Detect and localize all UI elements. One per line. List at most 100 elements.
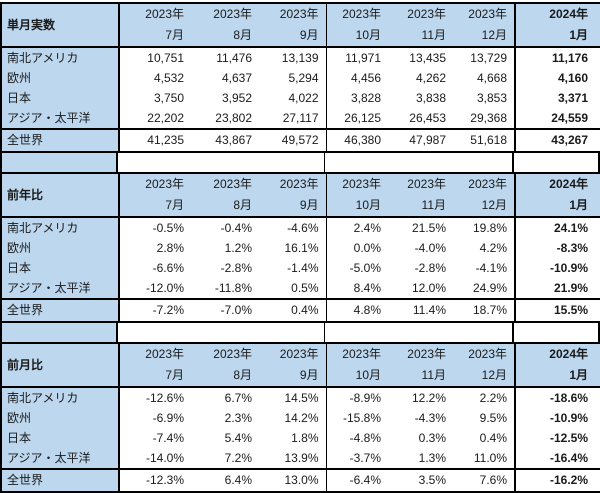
- col-header-year[interactable]: 2023年: [326, 173, 388, 195]
- value-cell[interactable]: 4,262: [388, 68, 453, 88]
- value-cell[interactable]: 14.2%: [259, 408, 327, 428]
- value-cell[interactable]: 9.5%: [453, 408, 516, 428]
- value-cell[interactable]: 2.3%: [191, 408, 259, 428]
- col-header-month[interactable]: 11月: [388, 25, 453, 48]
- col-header-month[interactable]: 1月: [515, 25, 600, 48]
- value-cell[interactable]: 4,160: [515, 68, 600, 88]
- value-cell[interactable]: -4.1%: [453, 258, 516, 278]
- value-cell[interactable]: 13,729: [453, 47, 516, 68]
- col-header-month[interactable]: 12月: [453, 365, 516, 388]
- value-cell[interactable]: -8.3%: [515, 238, 600, 258]
- total-value-cell[interactable]: 7.6%: [453, 468, 516, 492]
- value-cell[interactable]: 1.2%: [191, 238, 259, 258]
- col-header-month[interactable]: 9月: [259, 25, 327, 48]
- total-value-cell[interactable]: 46,380: [326, 128, 388, 152]
- col-header-month[interactable]: 10月: [326, 25, 388, 48]
- value-cell[interactable]: 19.8%: [453, 217, 516, 238]
- value-cell[interactable]: 4,637: [191, 68, 259, 88]
- value-cell[interactable]: -18.6%: [515, 387, 600, 408]
- col-header-month[interactable]: 12月: [453, 195, 516, 218]
- value-cell[interactable]: -0.4%: [191, 217, 259, 238]
- col-header-month[interactable]: 10月: [326, 365, 388, 388]
- value-cell[interactable]: 11,971: [326, 47, 388, 68]
- row-label[interactable]: 欧州: [1, 238, 120, 258]
- value-cell[interactable]: 8.4%: [326, 278, 388, 299]
- value-cell[interactable]: 29,368: [453, 108, 516, 129]
- total-row-label[interactable]: 全世界: [1, 128, 120, 152]
- col-header-month[interactable]: 8月: [191, 365, 259, 388]
- value-cell[interactable]: -5.0%: [326, 258, 388, 278]
- value-cell[interactable]: 0.4%: [453, 428, 516, 448]
- col-header-year[interactable]: 2023年: [326, 3, 388, 25]
- col-header-year[interactable]: 2024年: [515, 343, 600, 365]
- value-cell[interactable]: 5,294: [259, 68, 327, 88]
- value-cell[interactable]: 7.2%: [191, 448, 259, 469]
- value-cell[interactable]: 21.9%: [515, 278, 600, 299]
- row-label[interactable]: アジア・太平洋: [1, 108, 120, 129]
- value-cell[interactable]: 4.2%: [453, 238, 516, 258]
- total-value-cell[interactable]: -7.2%: [119, 298, 191, 322]
- total-value-cell[interactable]: 3.5%: [388, 468, 453, 492]
- col-header-month[interactable]: 7月: [119, 195, 191, 218]
- col-header-month[interactable]: 1月: [515, 365, 600, 388]
- value-cell[interactable]: -1.4%: [259, 258, 327, 278]
- value-cell[interactable]: -6.6%: [119, 258, 191, 278]
- col-header-year[interactable]: 2023年: [388, 3, 453, 25]
- value-cell[interactable]: 1.3%: [388, 448, 453, 469]
- value-cell[interactable]: -4.3%: [388, 408, 453, 428]
- col-header-year[interactable]: 2023年: [453, 3, 516, 25]
- value-cell[interactable]: -14.0%: [119, 448, 191, 469]
- col-header-month[interactable]: 11月: [388, 365, 453, 388]
- total-value-cell[interactable]: 13.0%: [259, 468, 327, 492]
- value-cell[interactable]: 1.8%: [259, 428, 327, 448]
- total-value-cell[interactable]: -16.2%: [515, 468, 600, 492]
- value-cell[interactable]: 16.1%: [259, 238, 327, 258]
- value-cell[interactable]: -16.4%: [515, 448, 600, 469]
- value-cell[interactable]: 11.0%: [453, 448, 516, 469]
- row-label[interactable]: 日本: [1, 428, 120, 448]
- value-cell[interactable]: 24,559: [515, 108, 600, 129]
- col-header-year[interactable]: 2023年: [119, 3, 191, 25]
- value-cell[interactable]: 3,853: [453, 88, 516, 108]
- total-value-cell[interactable]: 15.5%: [515, 298, 600, 322]
- total-value-cell[interactable]: 43,867: [191, 128, 259, 152]
- row-label[interactable]: 南北アメリカ: [1, 387, 120, 408]
- total-value-cell[interactable]: 43,267: [515, 128, 600, 152]
- value-cell[interactable]: 24.1%: [515, 217, 600, 238]
- value-cell[interactable]: 0.3%: [388, 428, 453, 448]
- total-row-label[interactable]: 全世界: [1, 298, 120, 322]
- value-cell[interactable]: 13,139: [259, 47, 327, 68]
- value-cell[interactable]: -2.8%: [191, 258, 259, 278]
- total-value-cell[interactable]: 51,618: [453, 128, 516, 152]
- value-cell[interactable]: 21.5%: [388, 217, 453, 238]
- value-cell[interactable]: 6.7%: [191, 387, 259, 408]
- col-header-month[interactable]: 11月: [388, 195, 453, 218]
- value-cell[interactable]: 13.9%: [259, 448, 327, 469]
- col-header-year[interactable]: 2023年: [259, 173, 327, 195]
- total-value-cell[interactable]: 41,235: [119, 128, 191, 152]
- total-value-cell[interactable]: -6.4%: [326, 468, 388, 492]
- col-header-year[interactable]: 2023年: [191, 3, 259, 25]
- value-cell[interactable]: 24.9%: [453, 278, 516, 299]
- value-cell[interactable]: 2.8%: [119, 238, 191, 258]
- total-value-cell[interactable]: 11.4%: [388, 298, 453, 322]
- row-label[interactable]: アジア・太平洋: [1, 448, 120, 469]
- value-cell[interactable]: 27,117: [259, 108, 327, 129]
- total-row-label[interactable]: 全世界: [1, 468, 120, 492]
- value-cell[interactable]: 5.4%: [191, 428, 259, 448]
- col-header-month[interactable]: 8月: [191, 25, 259, 48]
- row-label[interactable]: 南北アメリカ: [1, 217, 120, 238]
- col-header-year[interactable]: 2024年: [515, 173, 600, 195]
- value-cell[interactable]: -12.6%: [119, 387, 191, 408]
- value-cell[interactable]: -2.8%: [388, 258, 453, 278]
- col-header-year[interactable]: 2023年: [119, 173, 191, 195]
- value-cell[interactable]: -11.8%: [191, 278, 259, 299]
- value-cell[interactable]: 22,202: [119, 108, 191, 129]
- value-cell[interactable]: -15.8%: [326, 408, 388, 428]
- value-cell[interactable]: -3.7%: [326, 448, 388, 469]
- value-cell[interactable]: -12.0%: [119, 278, 191, 299]
- total-value-cell[interactable]: 49,572: [259, 128, 327, 152]
- total-value-cell[interactable]: -12.3%: [119, 468, 191, 492]
- value-cell[interactable]: 11,476: [191, 47, 259, 68]
- row-label[interactable]: 日本: [1, 88, 120, 108]
